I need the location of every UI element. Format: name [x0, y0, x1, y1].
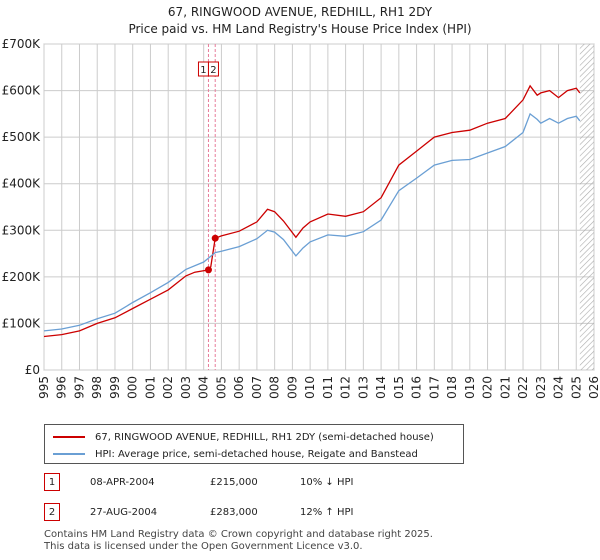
x-tick-label: 2013: [356, 376, 370, 400]
x-tick-label: 1999: [108, 376, 122, 400]
legend-swatch-property: [53, 436, 85, 438]
chart-title: 67, RINGWOOD AVENUE, REDHILL, RH1 2DY: [168, 5, 433, 19]
y-tick-label: £600K: [2, 84, 42, 98]
footer: Contains HM Land Registry data © Crown c…: [44, 529, 433, 553]
transaction-number-badge: 2: [44, 503, 60, 521]
transaction-row: 2 27-AUG-2004 £283,000 12% ↑ HPI: [44, 502, 420, 522]
x-tick-label: 2016: [410, 376, 424, 400]
forecast-hatch: [579, 44, 594, 370]
legend-item-property: 67, RINGWOOD AVENUE, REDHILL, RH1 2DY (s…: [53, 428, 434, 446]
transaction-row: 1 08-APR-2004 £215,000 10% ↓ HPI: [44, 472, 420, 492]
transaction-number-badge: 1: [44, 473, 60, 491]
transaction-label: 1: [200, 65, 206, 76]
x-tick-label: 2020: [481, 376, 495, 400]
x-tick-label: 2015: [392, 376, 406, 400]
y-tick-label: £100K: [2, 316, 42, 330]
x-tick-label: 1997: [72, 376, 86, 400]
x-tick-label: 2026: [587, 376, 600, 400]
transaction-hpi-diff: 12% ↑ HPI: [300, 506, 354, 518]
price-chart: 67, RINGWOOD AVENUE, REDHILL, RH1 2DY Pr…: [2, 5, 600, 400]
x-tick-label: 2003: [179, 376, 193, 400]
legend-item-hpi: HPI: Average price, semi-detached house,…: [53, 445, 418, 463]
x-tick-label: 2025: [569, 376, 583, 400]
transaction-price: £215,000: [210, 476, 258, 488]
x-tick-label: 2006: [232, 376, 246, 400]
x-tick-label: 2005: [214, 376, 228, 400]
x-tick-label: 1995: [37, 376, 51, 400]
x-tick-label: 2010: [303, 376, 317, 400]
shading: [207, 44, 594, 370]
axes: £0 £100K £200K £300K £400K £500K £600K £700K 199…: [2, 37, 600, 400]
y-tick-label: £200K: [2, 270, 42, 284]
transaction-price: £283,000: [210, 506, 258, 518]
x-tick-label: 2017: [427, 376, 441, 400]
x-tick-label: 2023: [534, 376, 548, 400]
footer-copyright: Contains HM Land Registry data © Crown c…: [44, 529, 433, 540]
x-tick-label: 2021: [498, 376, 512, 400]
transaction-label: 2: [210, 65, 216, 76]
series-line-hpi: [43, 112, 581, 332]
x-tick-label: 1998: [90, 376, 104, 400]
transaction-point: [204, 266, 212, 274]
y-tick-label: £0: [25, 363, 40, 377]
x-tick-label: 2008: [268, 376, 282, 400]
x-tick-label: 2001: [143, 376, 157, 400]
chart-subtitle: Price paid vs. HM Land Registry's House …: [128, 22, 471, 36]
transaction-hpi-diff: 10% ↓ HPI: [300, 476, 354, 488]
transaction-date: 27-AUG-2004: [90, 506, 158, 518]
x-tick-label: 2018: [445, 376, 459, 400]
x-tick-label: 2002: [161, 376, 175, 400]
x-tick-label: 2022: [516, 376, 530, 400]
grid: [43, 43, 595, 371]
x-tick-label: 2000: [126, 376, 140, 400]
series: [43, 84, 581, 338]
x-tick-label: 2019: [463, 376, 477, 400]
x-tick-label: 1996: [55, 376, 69, 400]
x-tick-label: 2007: [250, 376, 264, 400]
x-tick-label: 2011: [321, 376, 335, 400]
x-tick-label: 2012: [339, 376, 353, 400]
transaction-date: 08-APR-2004: [90, 476, 155, 488]
transaction-point: [211, 234, 219, 242]
series-line-property: [43, 84, 581, 338]
y-tick-label: £400K: [2, 177, 42, 191]
y-tick-label: £500K: [2, 130, 42, 144]
legend-label-hpi: HPI: Average price, semi-detached house,…: [95, 448, 418, 460]
y-tick-label: £300K: [2, 223, 42, 237]
legend-label-property: 67, RINGWOOD AVENUE, REDHILL, RH1 2DY (s…: [95, 431, 434, 443]
footer-licence: This data is licensed under the Open Gov…: [44, 541, 363, 552]
x-tick-label: 2014: [374, 376, 388, 400]
x-tick-label: 2004: [197, 376, 211, 400]
legend-swatch-hpi: [53, 453, 85, 455]
transaction-label-box: [207, 61, 219, 77]
legend: 67, RINGWOOD AVENUE, REDHILL, RH1 2DY (s…: [44, 424, 464, 464]
x-tick-label: 2024: [552, 376, 566, 400]
plot-area: [43, 43, 595, 371]
y-tick-label: £700K: [2, 37, 42, 51]
x-tick-label: 2009: [285, 376, 299, 400]
